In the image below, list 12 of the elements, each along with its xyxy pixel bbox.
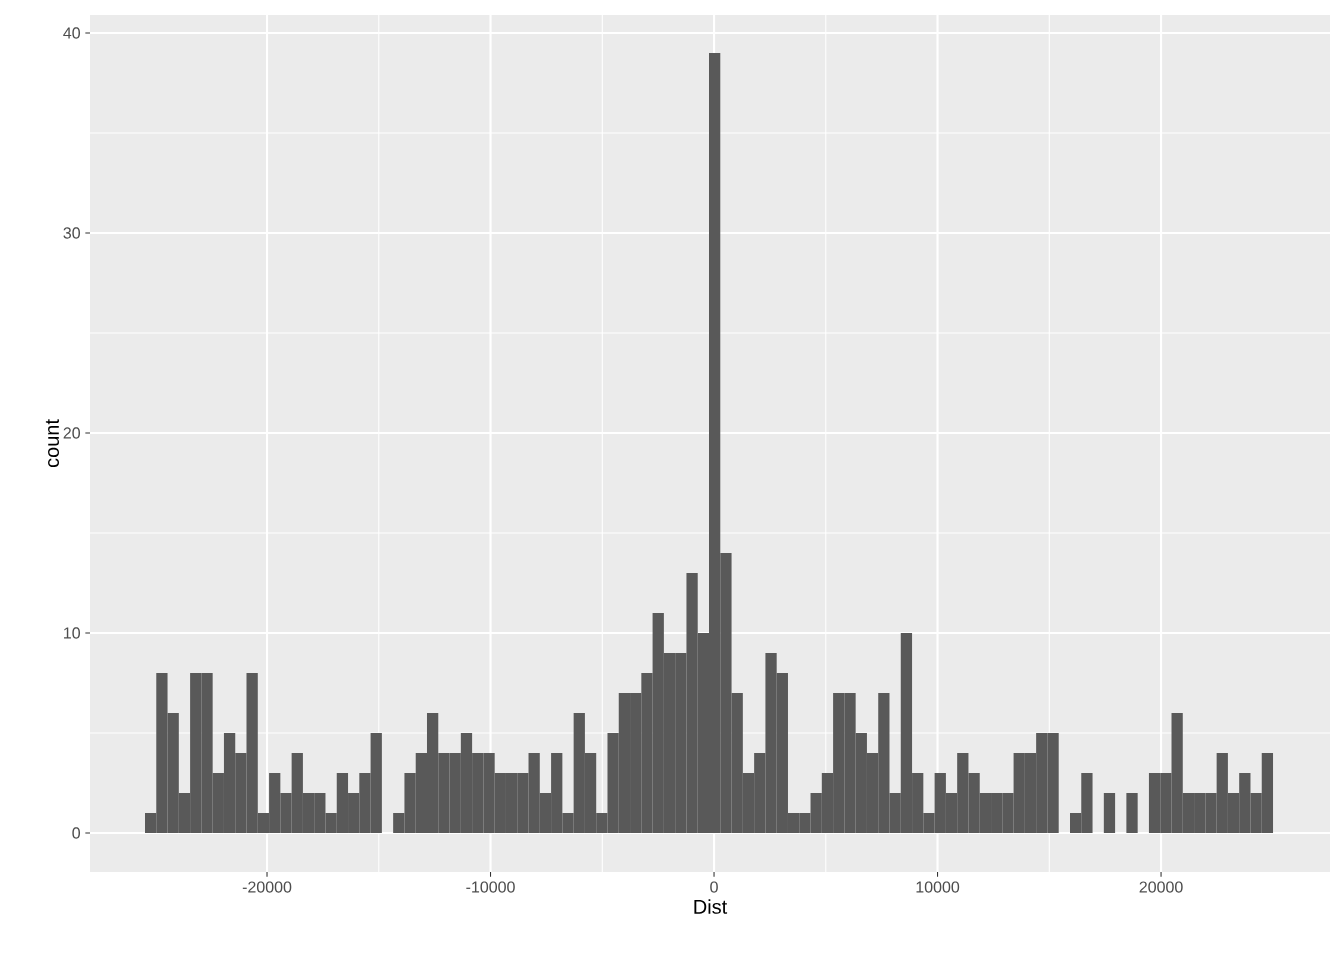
y-tick-label: 30 — [63, 227, 81, 239]
x-tick-label: 0 — [710, 881, 718, 893]
y-tick-label: 0 — [72, 827, 81, 839]
x-tick-label: 10000 — [916, 881, 960, 893]
y-axis-title: count — [45, 419, 59, 468]
y-tick-label: 20 — [63, 427, 81, 439]
x-axis-title: Dist — [694, 899, 728, 914]
y-tick-label: 40 — [63, 27, 81, 39]
x-tick-label: 20000 — [1139, 881, 1183, 893]
x-tick-label: -20000 — [242, 881, 292, 893]
y-tick-label: 10 — [64, 627, 81, 639]
x-tick-label: -10000 — [466, 881, 515, 893]
